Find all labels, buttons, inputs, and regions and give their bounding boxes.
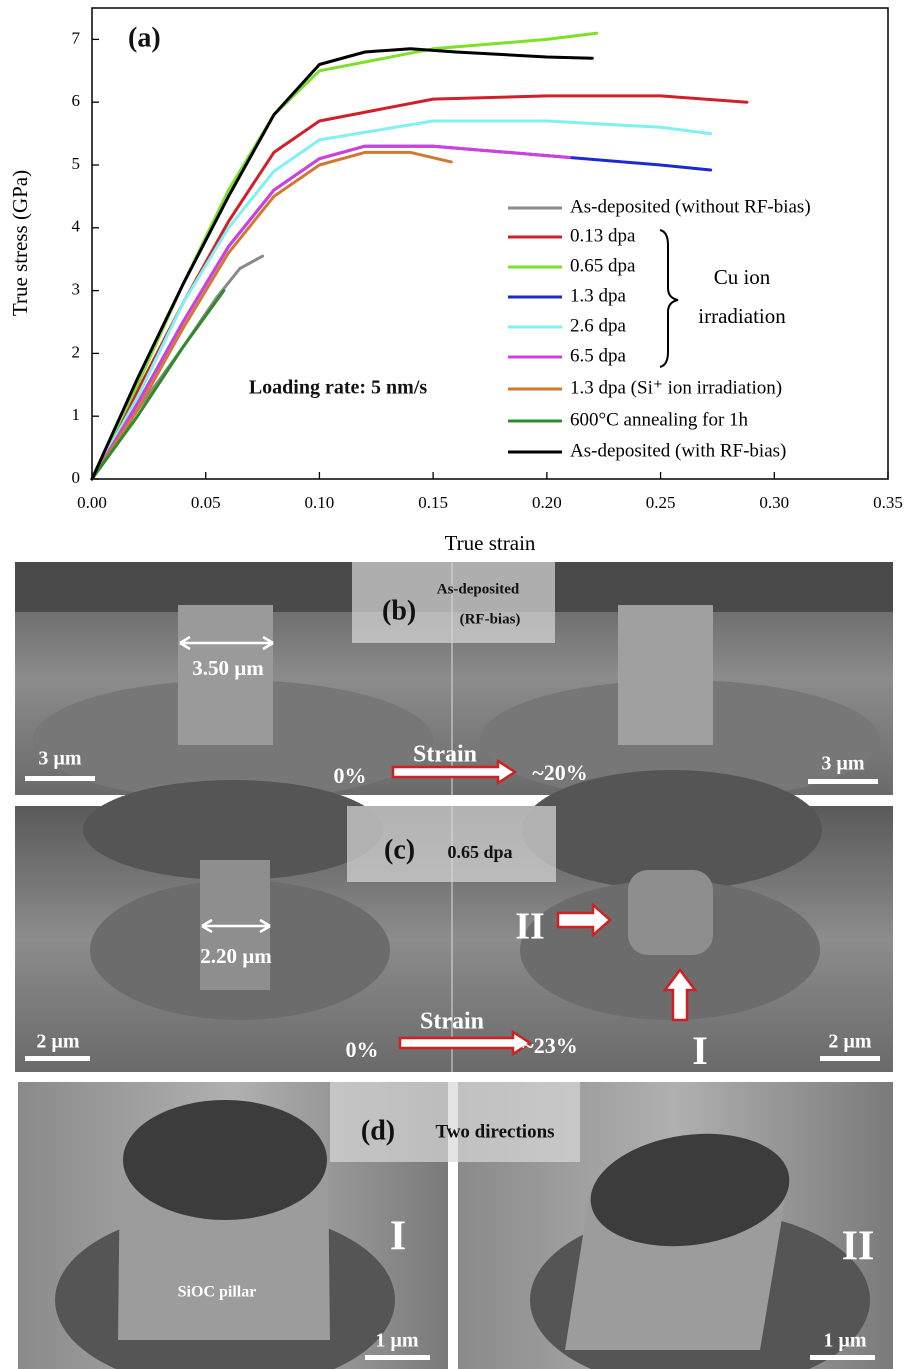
strain-end: ~23% [522,1033,577,1058]
diameter-label: 3.50 µm [192,656,264,680]
panel-b: (b) As-deposited (RF-bias) 3.50 µm 3 µm … [15,562,893,800]
panel-label: (c) [384,834,415,865]
plot-frame [92,8,888,479]
condition: Two directions [435,1121,554,1142]
condition: 0.65 dpa [447,842,512,862]
x-tick-label: 0.30 [759,493,789,512]
x-tick-label: 0.05 [191,493,221,512]
pillar [628,870,713,955]
y-tick-label: 3 [72,280,81,299]
series-line [92,291,224,479]
scale-bar-label: 1 µm [375,1330,419,1352]
y-tick-label: 7 [72,28,81,47]
legend-label: 1.3 dpa [570,285,627,306]
scale-bar [25,776,95,781]
legend-label: 0.65 dpa [570,255,636,276]
diameter-label: 2.20 µm [200,944,272,968]
series-line [92,152,451,479]
pillar-top [123,1100,327,1220]
scale-bar-label: 3 µm [821,753,865,775]
scale-bar [810,1355,875,1360]
scale-bar [820,1056,880,1061]
y-axis-label: True stress (GPa) [8,170,32,316]
panel-label: (b) [382,595,416,626]
y-tick-label: 6 [72,91,81,110]
stress-strain-chart: (a) True strain True stress (GPa) Loadin… [8,8,903,555]
x-tick-label: 0.10 [305,493,335,512]
direction-label: II [842,1224,875,1270]
direction-label: II [515,906,545,948]
condition: As-deposited [437,581,520,597]
strain-word: Strain [420,1009,484,1035]
scale-bar [25,1056,90,1061]
x-tick-label: 0.35 [873,493,903,512]
x-tick-label: 0.25 [646,493,676,512]
y-tick-label: 0 [72,468,81,487]
figure: (a) True strain True stress (GPa) Loadin… [0,0,911,1369]
chart-title: (a) [128,22,161,53]
pillar-label: SiOC pillar [178,1284,257,1301]
panel-c: (c) 0.65 dpa 2.20 µm II I 2 µm 2 µm 0% S… [15,770,893,1073]
y-tick-label: 4 [72,217,81,236]
panel-label: (d) [361,1115,395,1146]
strain-end: ~20% [532,760,587,785]
x-tick-label: 0.15 [418,493,448,512]
legend-label: As-deposited (with RF-bias) [570,440,786,461]
y-tick-label: 1 [72,405,81,424]
legend-label: As-deposited (without RF-bias) [570,196,811,217]
legend-label: 0.13 dpa [570,225,636,246]
annotation: Cu ion [714,265,771,289]
annotation: irradiation [698,304,786,328]
pillar [618,605,713,745]
strain-start: 0% [346,1037,379,1062]
scale-bar-label: 3 µm [38,748,82,770]
legend-label: 600°C annealing for 1h [570,409,749,430]
x-tick-label: 0.20 [532,493,562,512]
strain-word: Strain [413,742,477,768]
legend-label: 2.6 dpa [570,315,627,336]
series-line [92,33,597,479]
series-line [92,146,570,479]
scale-bar-label: 2 µm [36,1031,80,1053]
legend-label: 6.5 dpa [570,345,627,366]
direction-label: I [390,1214,406,1260]
x-axis-label: True strain [445,531,536,555]
direction-label: I [692,1028,708,1073]
scale-bar [365,1355,430,1360]
annotation: Loading rate: 5 nm/s [249,377,428,399]
scale-bar-label: 2 µm [828,1031,872,1053]
y-tick-label: 5 [72,154,81,173]
legend-bracket [660,230,678,367]
strain-start: 0% [334,763,367,788]
x-tick-label: 0.00 [77,493,107,512]
condition: (RF-bias) [460,611,521,627]
scale-bar-label: 1 µm [823,1330,867,1352]
y-tick-label: 2 [72,342,81,361]
series-line [92,49,592,479]
legend-label: 1.3 dpa (Si⁺ ion irradiation) [570,377,782,398]
panel-d: (d) Two directions I II SiOC pillar 1 µm… [18,1082,893,1369]
scale-bar [808,779,878,784]
